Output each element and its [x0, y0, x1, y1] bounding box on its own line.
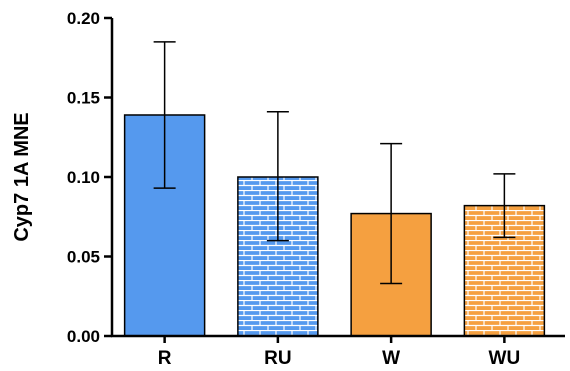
y-tick-label: 0.20 — [67, 9, 100, 28]
y-tick-label: 0.00 — [67, 327, 100, 346]
x-labels-layer: R RU W WU — [158, 336, 520, 369]
bars-layer — [123, 114, 546, 337]
x-tick-label-ru: RU — [264, 348, 291, 369]
error-bars-layer — [153, 41, 516, 285]
y-axis-title: Cyp7 1A MNE — [11, 112, 33, 241]
x-tick-label-r: R — [158, 348, 172, 369]
y-tick-label: 0.05 — [67, 248, 100, 267]
x-tick-label-w: W — [382, 348, 400, 369]
x-tick-label-wu: WU — [489, 348, 521, 369]
y-tick-label: 0.10 — [67, 168, 100, 187]
y-tick-label: 0.15 — [67, 89, 100, 108]
y-ticks-layer: 0.00 0.05 0.10 0.15 0.20 — [67, 9, 112, 346]
